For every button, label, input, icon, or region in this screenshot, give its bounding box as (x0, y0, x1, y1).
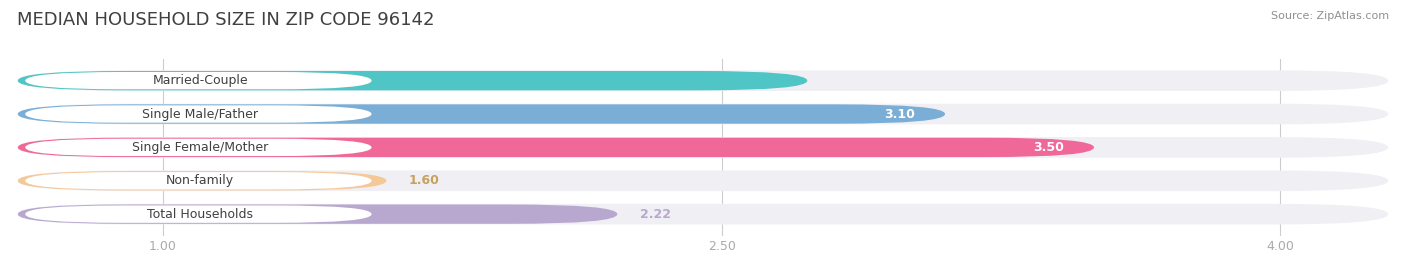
FancyBboxPatch shape (18, 170, 1388, 191)
Text: 3.50: 3.50 (1033, 141, 1064, 154)
FancyBboxPatch shape (18, 104, 1388, 124)
FancyBboxPatch shape (25, 105, 371, 123)
Text: Married-Couple: Married-Couple (152, 74, 247, 87)
FancyBboxPatch shape (18, 171, 387, 191)
FancyBboxPatch shape (25, 172, 371, 189)
Text: Total Households: Total Households (148, 208, 253, 221)
FancyBboxPatch shape (25, 139, 371, 156)
Text: Single Female/Mother: Single Female/Mother (132, 141, 269, 154)
Text: Non-family: Non-family (166, 174, 235, 187)
Text: 3.10: 3.10 (884, 107, 915, 121)
Text: 1.60: 1.60 (409, 174, 440, 187)
Text: 2.22: 2.22 (640, 208, 671, 221)
Text: Source: ZipAtlas.com: Source: ZipAtlas.com (1271, 11, 1389, 21)
FancyBboxPatch shape (18, 204, 1388, 225)
FancyBboxPatch shape (25, 206, 371, 223)
FancyBboxPatch shape (25, 72, 371, 89)
Text: 2.73: 2.73 (747, 74, 778, 87)
Text: Single Male/Father: Single Male/Father (142, 107, 259, 121)
FancyBboxPatch shape (18, 138, 1094, 157)
FancyBboxPatch shape (18, 71, 807, 90)
Text: MEDIAN HOUSEHOLD SIZE IN ZIP CODE 96142: MEDIAN HOUSEHOLD SIZE IN ZIP CODE 96142 (17, 11, 434, 29)
FancyBboxPatch shape (18, 204, 617, 224)
FancyBboxPatch shape (18, 104, 945, 124)
FancyBboxPatch shape (18, 70, 1388, 91)
FancyBboxPatch shape (18, 137, 1388, 158)
